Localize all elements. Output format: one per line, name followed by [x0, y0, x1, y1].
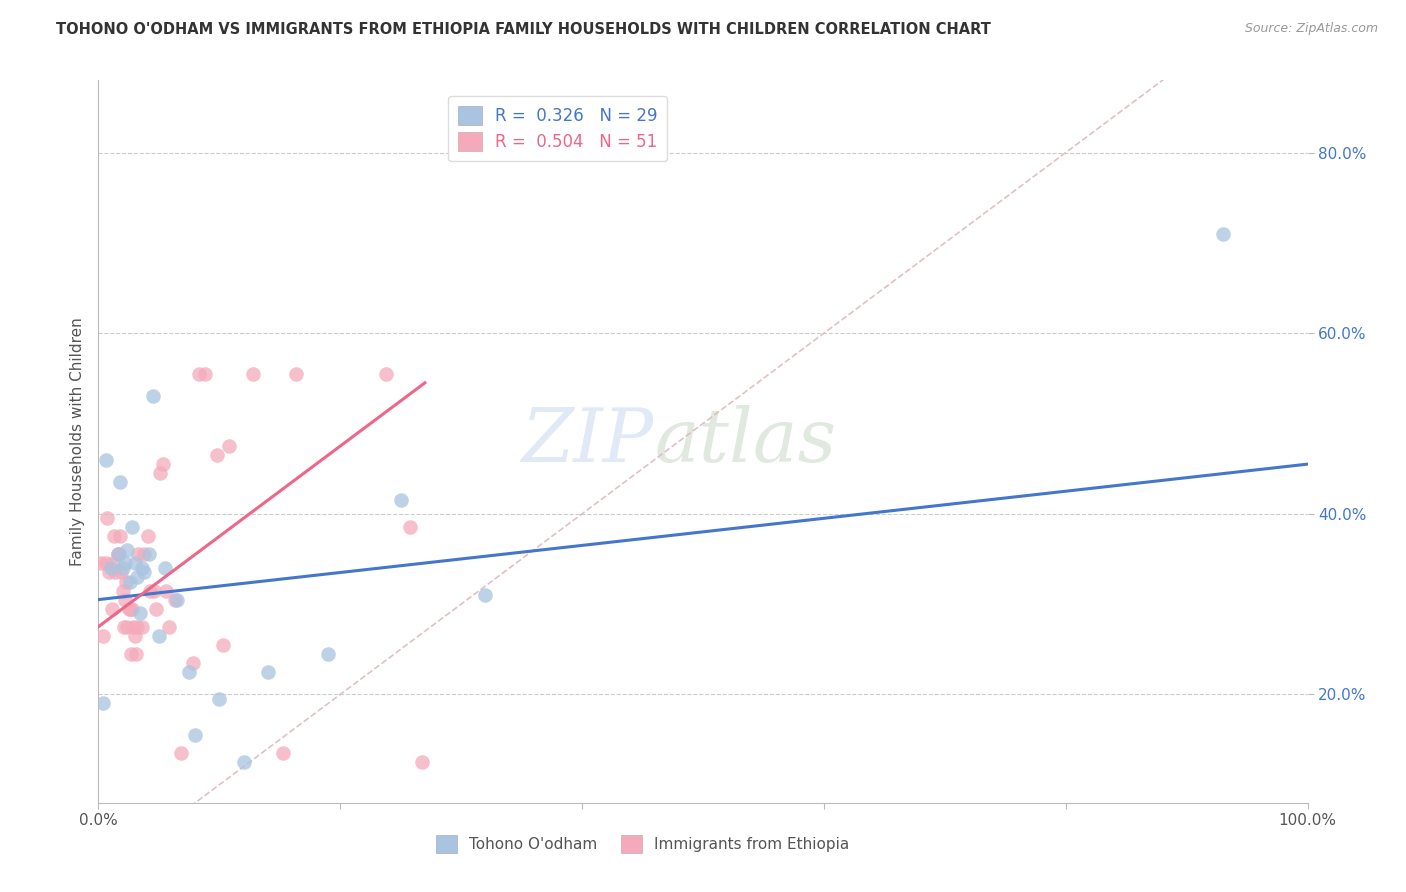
- Text: ZIP: ZIP: [523, 405, 655, 478]
- Point: [375, 367, 398, 381]
- Point: [155, 583, 177, 598]
- Point: [101, 557, 124, 571]
- Point: [181, 656, 204, 670]
- Point: [107, 548, 129, 562]
- Point: [94, 452, 117, 467]
- Point: [96, 511, 118, 525]
- Point: [139, 583, 162, 598]
- Point: [389, 493, 412, 508]
- Point: [107, 548, 129, 562]
- Text: Source: ZipAtlas.com: Source: ZipAtlas.com: [1244, 22, 1378, 36]
- Point: [399, 520, 422, 534]
- Point: [124, 557, 146, 571]
- Point: [142, 389, 165, 403]
- Point: [163, 592, 186, 607]
- Point: [134, 566, 156, 580]
- Point: [131, 561, 153, 575]
- Point: [108, 475, 131, 490]
- Point: [125, 647, 148, 661]
- Point: [136, 529, 159, 543]
- Point: [157, 620, 180, 634]
- Point: [208, 692, 231, 706]
- Point: [153, 561, 176, 575]
- Point: [94, 557, 117, 571]
- Point: [218, 439, 240, 453]
- Point: [108, 529, 131, 543]
- Point: [91, 697, 114, 711]
- Point: [184, 728, 207, 742]
- Point: [187, 367, 209, 381]
- Legend: Tohono O'odham, Immigrants from Ethiopia: Tohono O'odham, Immigrants from Ethiopia: [427, 827, 858, 860]
- Point: [127, 620, 149, 634]
- Point: [474, 588, 496, 602]
- Point: [122, 620, 145, 634]
- Point: [111, 561, 134, 575]
- Point: [148, 629, 170, 643]
- Point: [152, 457, 174, 471]
- Point: [98, 566, 121, 580]
- Point: [145, 601, 167, 615]
- Point: [124, 629, 146, 643]
- Point: [166, 592, 188, 607]
- Point: [115, 574, 138, 589]
- Point: [149, 466, 172, 480]
- Text: TOHONO O'ODHAM VS IMMIGRANTS FROM ETHIOPIA FAMILY HOUSEHOLDS WITH CHILDREN CORRE: TOHONO O'ODHAM VS IMMIGRANTS FROM ETHIOP…: [56, 22, 991, 37]
- Point: [100, 561, 122, 575]
- Y-axis label: Family Households with Children: Family Households with Children: [69, 318, 84, 566]
- Point: [121, 520, 143, 534]
- Point: [127, 570, 149, 584]
- Point: [110, 566, 132, 580]
- Point: [1212, 227, 1234, 241]
- Point: [118, 601, 141, 615]
- Point: [131, 620, 153, 634]
- Point: [117, 620, 139, 634]
- Point: [284, 367, 307, 381]
- Point: [316, 647, 339, 661]
- Point: [112, 620, 135, 634]
- Point: [242, 367, 264, 381]
- Point: [138, 548, 160, 562]
- Point: [134, 548, 156, 562]
- Point: [143, 583, 166, 598]
- Point: [232, 755, 254, 769]
- Point: [212, 638, 235, 652]
- Point: [121, 601, 143, 615]
- Point: [411, 755, 433, 769]
- Point: [179, 665, 201, 679]
- Point: [90, 557, 112, 571]
- Point: [205, 448, 228, 462]
- Point: [117, 542, 139, 557]
- Point: [256, 665, 278, 679]
- Point: [104, 566, 127, 580]
- Point: [127, 548, 149, 562]
- Point: [118, 574, 141, 589]
- Point: [273, 746, 295, 760]
- Point: [103, 529, 125, 543]
- Point: [111, 583, 134, 598]
- Point: [108, 548, 131, 562]
- Point: [194, 367, 217, 381]
- Point: [128, 606, 150, 620]
- Point: [114, 557, 136, 571]
- Point: [169, 746, 191, 760]
- Point: [100, 601, 122, 615]
- Point: [120, 647, 142, 661]
- Point: [118, 601, 141, 615]
- Point: [91, 629, 114, 643]
- Point: [114, 592, 136, 607]
- Text: atlas: atlas: [655, 405, 837, 478]
